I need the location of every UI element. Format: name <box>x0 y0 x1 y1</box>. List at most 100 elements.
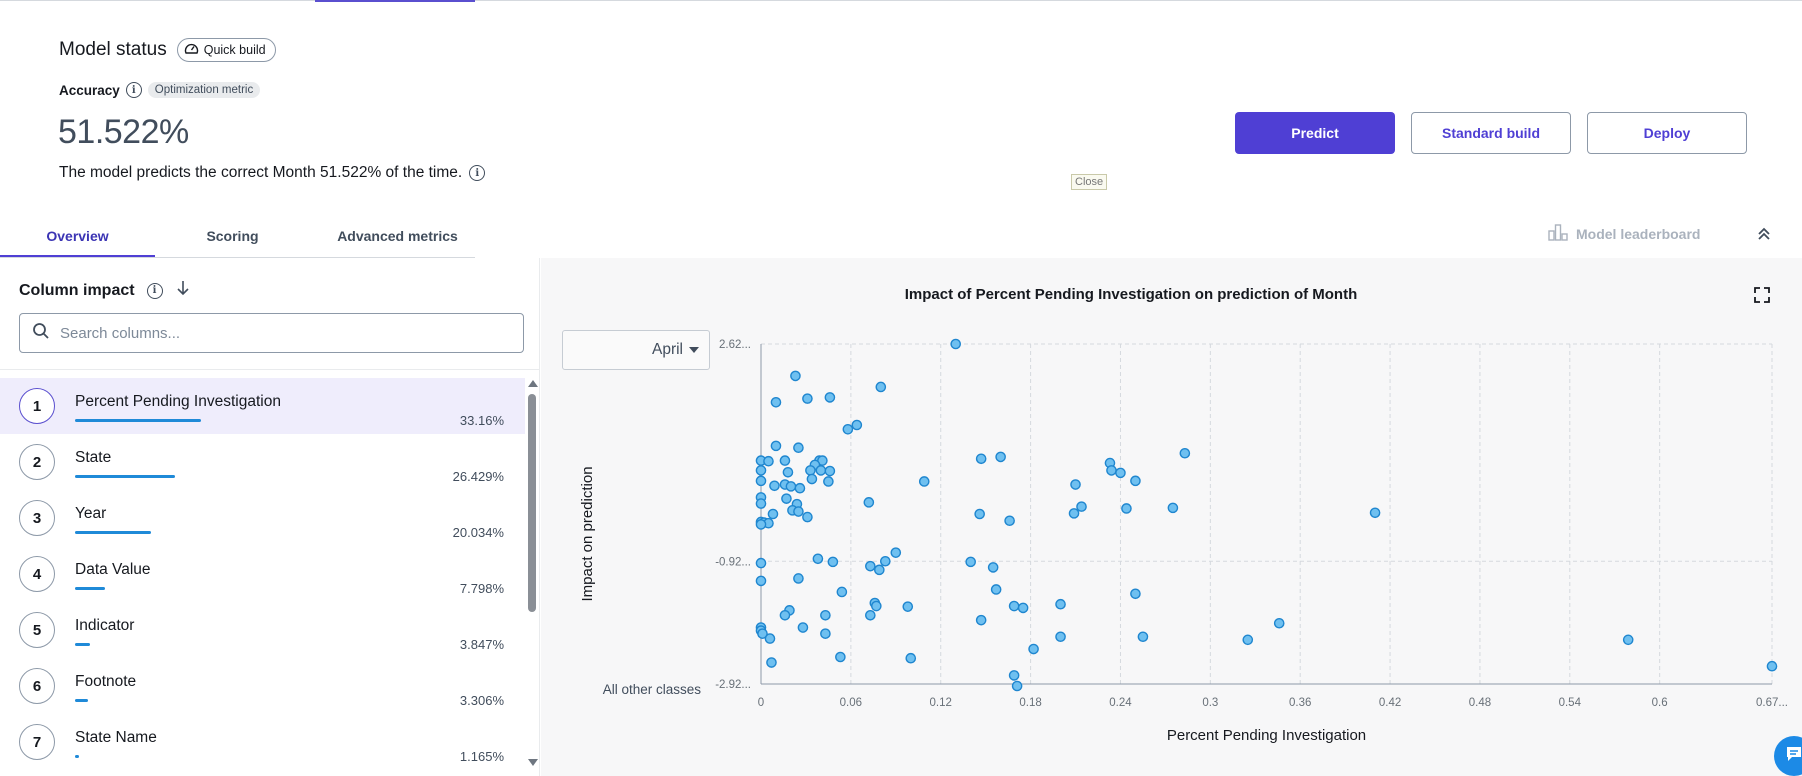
column-impact-row[interactable]: 2 State 26.429% <box>0 434 525 490</box>
list-scrollbar[interactable] <box>526 378 538 768</box>
deploy-button[interactable]: Deploy <box>1587 112 1747 154</box>
scroll-up-arrow-icon[interactable] <box>528 380 538 387</box>
data-point <box>1242 634 1254 646</box>
sort-down-arrow-icon[interactable] <box>175 280 191 301</box>
data-point <box>836 586 848 598</box>
accuracy-label: Accuracy <box>59 82 120 98</box>
x-tick-label: 0.42 <box>1379 697 1401 709</box>
caret-down-icon <box>689 347 699 353</box>
info-icon[interactable]: i <box>146 282 163 299</box>
data-point <box>1011 680 1023 692</box>
quick-build-label: Quick build <box>203 43 266 57</box>
scatter-plot: 0 0.06 0.12 0.18 0.24 0.3 0.36 0.42 0.48 0.54 0.6 0… <box>579 338 1788 744</box>
data-point <box>1179 447 1191 459</box>
data-point <box>1008 600 1020 612</box>
impact-percent: 3.306% <box>459 693 504 708</box>
column-impact-header: Column impact i <box>19 280 191 301</box>
data-point <box>802 393 813 404</box>
scrollbar-thumb[interactable] <box>528 394 536 612</box>
impact-bar <box>75 475 176 478</box>
info-icon[interactable]: i <box>125 82 142 98</box>
data-point <box>874 564 885 576</box>
column-name: Data Value <box>75 561 151 578</box>
data-point <box>779 609 791 621</box>
data-point <box>918 476 930 487</box>
column-impact-row[interactable]: 7 State Name 1.165% <box>0 714 525 770</box>
x-tick-label: 0.06 <box>840 697 862 709</box>
data-point <box>793 573 804 584</box>
impact-percent: 3.847% <box>459 637 504 652</box>
data-point <box>1055 631 1066 643</box>
search-columns-field[interactable] <box>19 313 524 353</box>
x-tick-label: 0.48 <box>1469 697 1491 709</box>
column-impact-row[interactable]: 1 Percent Pending Investigation 33.16% <box>0 378 525 434</box>
data-point <box>764 633 776 644</box>
column-impact-row[interactable]: 5 Indicator 3.847% <box>0 602 525 658</box>
title-row: Model status Quick build <box>59 38 276 62</box>
data-point <box>1121 503 1132 514</box>
close-tooltip[interactable]: Close <box>1071 174 1108 190</box>
search-input[interactable] <box>60 324 500 342</box>
collapse-up-icon[interactable] <box>1752 222 1776 246</box>
column-impact-row[interactable]: 6 Footnote 3.306% <box>0 658 525 714</box>
page-title: Model status <box>59 39 167 60</box>
data-point <box>1137 631 1149 643</box>
data-point <box>890 547 902 558</box>
data-point <box>824 392 836 403</box>
column-impact-row[interactable]: 3 Year 20.034% <box>0 490 525 546</box>
data-point <box>802 511 813 523</box>
data-point <box>827 556 839 568</box>
impact-percent: 26.429% <box>452 469 504 484</box>
data-point <box>1008 670 1020 681</box>
impact-percent: 33.16% <box>459 413 504 428</box>
data-point <box>1766 660 1778 672</box>
leaderboard-icon <box>1548 223 1568 244</box>
data-point <box>794 482 806 494</box>
class-select-dropdown[interactable]: April <box>562 330 710 370</box>
column-impact-panel: Column impact i 1 Percent Pending Investi… <box>0 258 540 776</box>
data-point <box>770 397 782 408</box>
data-point <box>1115 467 1126 479</box>
data-point <box>755 557 767 569</box>
predict-button[interactable]: Predict <box>1235 112 1395 154</box>
chat-help-button[interactable] <box>1774 736 1802 776</box>
info-icon[interactable]: i <box>469 165 486 181</box>
data-point <box>1028 643 1039 655</box>
top-border <box>0 0 1802 1</box>
tab-scoring[interactable]: Scoring <box>206 228 259 244</box>
column-impact-row[interactable]: 4 Data Value 7.798% <box>0 546 525 602</box>
data-point <box>820 628 831 639</box>
data-point <box>793 442 804 454</box>
impact-bar <box>75 755 80 758</box>
y-tick-label: -0.92... <box>715 556 751 568</box>
class-select-value: April <box>651 341 683 358</box>
column-name: Indicator <box>75 617 135 634</box>
scroll-down-arrow-icon[interactable] <box>528 759 538 766</box>
data-point <box>987 562 999 573</box>
column-name: Footnote <box>75 673 137 690</box>
data-point <box>781 493 792 504</box>
x-tick-label: 0.6 <box>1652 697 1668 709</box>
rank-badge: 1 <box>19 388 55 424</box>
impact-bar <box>75 643 90 646</box>
model-leaderboard-link[interactable]: Model leaderboard <box>1548 223 1700 244</box>
data-point <box>975 453 987 465</box>
tab-overview[interactable]: Overview <box>0 215 155 257</box>
data-point <box>880 555 891 567</box>
data-point <box>851 419 863 431</box>
fullscreen-expand-icon[interactable] <box>1752 285 1772 305</box>
x-tick-label: 0.67... <box>1756 697 1788 709</box>
column-name: State Name <box>75 729 157 746</box>
column-impact-title: Column impact <box>19 281 135 299</box>
accuracy-description: The model predicts the correct Month 51.… <box>59 164 463 181</box>
tab-bar: Overview Scoring Advanced metrics <box>0 215 485 257</box>
data-point <box>805 465 816 476</box>
data-point <box>797 622 809 633</box>
x-tick-label: 0.54 <box>1559 697 1582 709</box>
column-name: Year <box>75 505 107 522</box>
x-tick-label: 0.24 <box>1109 697 1132 709</box>
standard-build-button[interactable]: Standard build <box>1411 112 1571 154</box>
gauge-icon <box>184 42 199 58</box>
data-point <box>820 609 831 621</box>
tab-advanced-metrics[interactable]: Advanced metrics <box>337 228 458 244</box>
